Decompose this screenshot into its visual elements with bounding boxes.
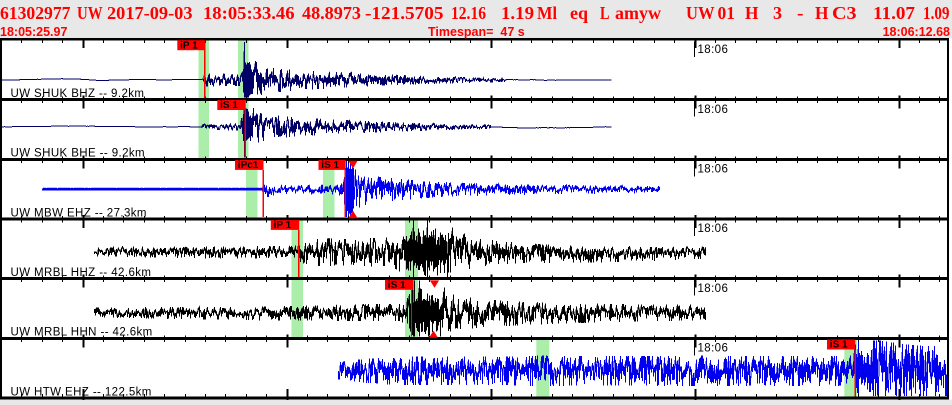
svg-text:UW SHUK BHZ -- 9.2km: UW SHUK BHZ -- 9.2km: [11, 88, 145, 100]
svg-text:iS 1: iS 1: [388, 280, 406, 291]
svg-text:18:06: 18:06: [698, 104, 729, 116]
svg-text:18:06: 18:06: [698, 44, 729, 56]
svg-text:iP 1: iP 1: [180, 40, 198, 51]
svg-text:18:06: 18:06: [698, 283, 729, 295]
svg-text:UW MBW EHZ -- 27.3km: UW MBW EHZ -- 27.3km: [11, 207, 147, 219]
svg-text:UW MRBL HHZ -- 42.6km: UW MRBL HHZ -- 42.6km: [11, 267, 152, 279]
svg-text:iS 1: iS 1: [830, 340, 848, 351]
svg-text:iS 1: iS 1: [220, 100, 238, 111]
svg-text:iP 1: iP 1: [274, 220, 292, 231]
svg-text:UW HTW EHZ -- 122.5km: UW HTW EHZ -- 122.5km: [11, 386, 152, 398]
svg-text:18:06: 18:06: [698, 343, 729, 355]
svg-text:UW SHUK BHE -- 9.2km: UW SHUK BHE -- 9.2km: [11, 148, 146, 160]
svg-text:iS 1: iS 1: [321, 160, 339, 171]
svg-text:18:06: 18:06: [698, 164, 729, 176]
svg-text:iPc1: iPc1: [238, 160, 259, 171]
svg-text:UW MRBL HHN -- 42.6km: UW MRBL HHN -- 42.6km: [11, 327, 153, 339]
svg-text:18:06: 18:06: [698, 223, 729, 235]
